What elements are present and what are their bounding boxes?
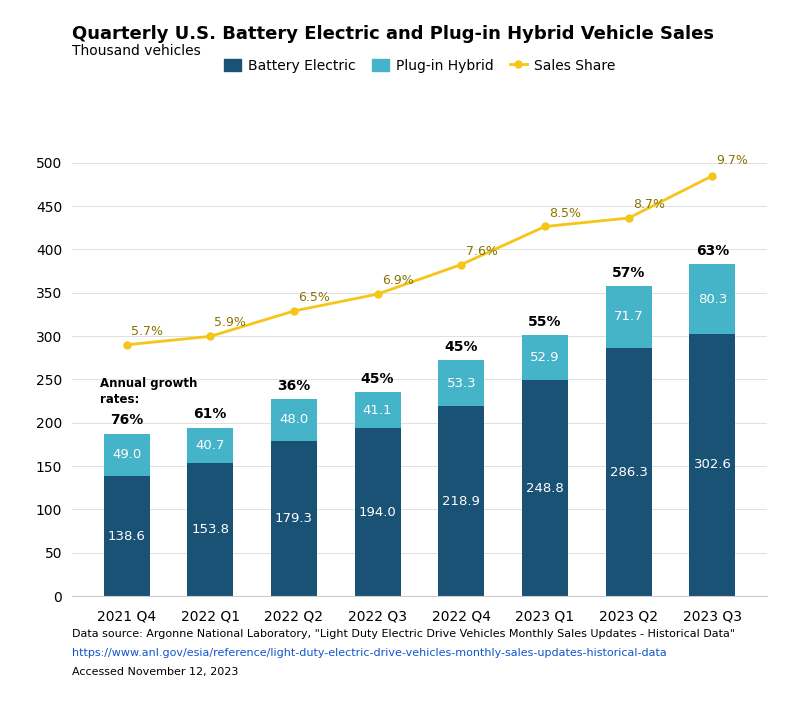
Text: 55%: 55% bbox=[528, 315, 562, 329]
Text: 286.3: 286.3 bbox=[610, 465, 648, 478]
Text: 248.8: 248.8 bbox=[527, 482, 564, 495]
Bar bbox=[439, 406, 484, 596]
Text: 8.5%: 8.5% bbox=[549, 206, 581, 220]
Text: 45%: 45% bbox=[361, 372, 395, 386]
Text: https://www.anl.gov/esia/reference/light-duty-electric-drive-vehicles-monthly-sa: https://www.anl.gov/esia/reference/light… bbox=[72, 648, 666, 659]
Text: 40.7: 40.7 bbox=[196, 438, 225, 451]
Text: 9.7%: 9.7% bbox=[717, 154, 749, 167]
Text: 53.3: 53.3 bbox=[447, 377, 476, 390]
Text: 7.6%: 7.6% bbox=[466, 244, 498, 257]
Bar bbox=[522, 380, 568, 596]
Bar bbox=[690, 334, 735, 596]
Text: 36%: 36% bbox=[277, 379, 311, 393]
Text: 8.7%: 8.7% bbox=[633, 198, 665, 211]
Text: 57%: 57% bbox=[612, 266, 646, 280]
Text: Quarterly U.S. Battery Electric and Plug-in Hybrid Vehicle Sales: Quarterly U.S. Battery Electric and Plug… bbox=[72, 25, 714, 44]
Bar bbox=[439, 360, 484, 406]
Text: 302.6: 302.6 bbox=[694, 459, 731, 472]
Text: Data source: Argonne National Laboratory, "Light Duty Electric Drive Vehicles Mo: Data source: Argonne National Laboratory… bbox=[72, 629, 735, 639]
Text: 61%: 61% bbox=[193, 407, 227, 422]
Bar bbox=[271, 399, 317, 441]
Text: 6.5%: 6.5% bbox=[298, 291, 330, 304]
Text: 49.0: 49.0 bbox=[112, 449, 141, 461]
Text: 41.1: 41.1 bbox=[363, 403, 392, 417]
Text: Thousand vehicles: Thousand vehicles bbox=[72, 44, 201, 57]
Text: 5.7%: 5.7% bbox=[131, 325, 163, 338]
Text: 6.9%: 6.9% bbox=[382, 274, 414, 287]
Text: 80.3: 80.3 bbox=[698, 292, 727, 305]
Text: 76%: 76% bbox=[110, 414, 143, 427]
Text: 138.6: 138.6 bbox=[108, 529, 145, 542]
Bar bbox=[355, 393, 400, 428]
Text: 71.7: 71.7 bbox=[614, 310, 643, 324]
Text: 194.0: 194.0 bbox=[359, 505, 396, 518]
Text: 5.9%: 5.9% bbox=[214, 316, 246, 329]
Bar bbox=[104, 476, 149, 596]
Text: 153.8: 153.8 bbox=[191, 523, 229, 536]
Bar bbox=[522, 334, 568, 380]
Bar bbox=[606, 348, 652, 596]
Text: 179.3: 179.3 bbox=[275, 512, 313, 525]
Legend: Battery Electric, Plug-in Hybrid, Sales Share: Battery Electric, Plug-in Hybrid, Sales … bbox=[218, 53, 621, 79]
Bar bbox=[690, 264, 735, 334]
Bar bbox=[271, 441, 317, 596]
Text: 52.9: 52.9 bbox=[531, 351, 560, 364]
Text: 48.0: 48.0 bbox=[280, 414, 308, 427]
Text: 45%: 45% bbox=[444, 340, 478, 354]
Text: Accessed November 12, 2023: Accessed November 12, 2023 bbox=[72, 667, 238, 678]
Bar bbox=[187, 427, 233, 463]
Bar bbox=[187, 463, 233, 596]
Text: 63%: 63% bbox=[696, 244, 729, 258]
Text: Annual growth
rates:: Annual growth rates: bbox=[100, 377, 197, 406]
Bar bbox=[104, 433, 149, 476]
Bar bbox=[355, 428, 400, 596]
Text: 218.9: 218.9 bbox=[443, 495, 480, 507]
Bar bbox=[606, 286, 652, 348]
